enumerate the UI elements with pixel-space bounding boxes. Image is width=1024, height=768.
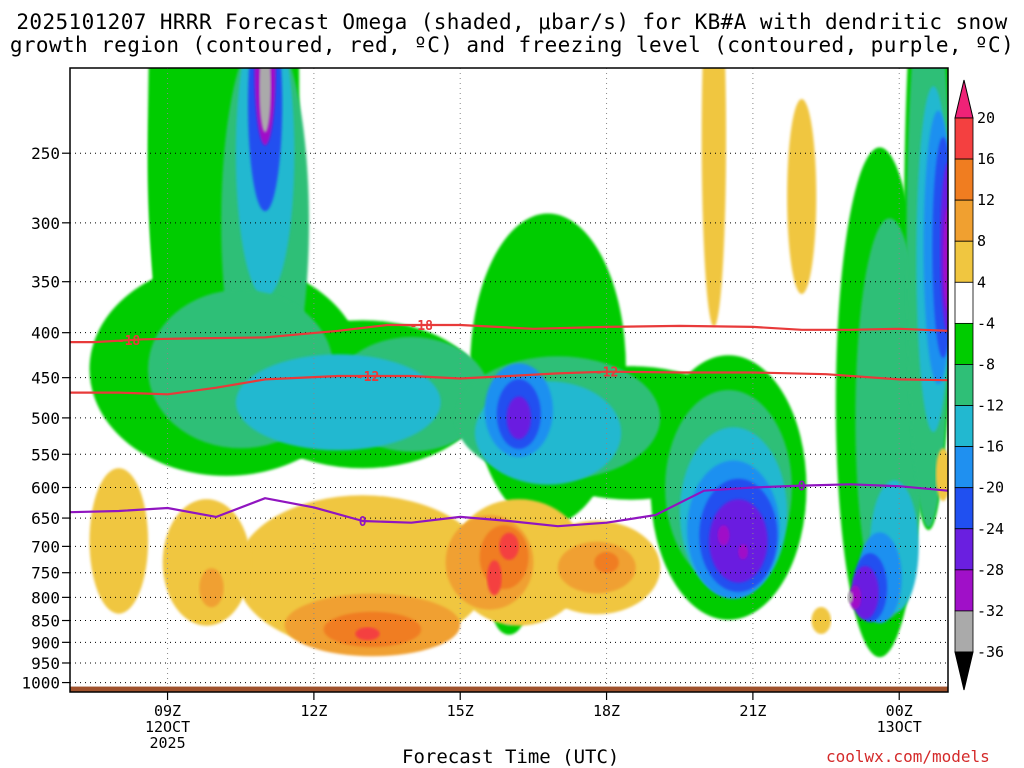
colorbar-label: 8 — [977, 232, 986, 250]
omega-patch — [738, 544, 748, 560]
omega-patch — [506, 396, 531, 440]
omega-patch — [355, 627, 380, 641]
y-tick-label: 1000 — [21, 674, 60, 693]
y-tick-label: 600 — [31, 479, 60, 498]
colorbar-swatch — [954, 405, 974, 448]
contour-label: 0 — [359, 515, 367, 530]
y-tick-label: 700 — [31, 537, 60, 556]
y-tick-label: 800 — [31, 588, 60, 607]
colorbar-label: -28 — [977, 561, 1004, 579]
colorbar-swatch — [954, 281, 974, 324]
y-tick-label: 550 — [31, 445, 60, 464]
x-tick-label: 12OCT — [145, 718, 190, 736]
colorbar-swatch — [954, 117, 974, 160]
x-tick-label: 2025 — [149, 734, 185, 752]
contour--12 — [70, 370, 948, 396]
y-tick-label: 650 — [31, 509, 60, 528]
contour-label: -12 — [595, 366, 618, 381]
colorbar-bottom-triangle — [954, 651, 974, 691]
colorbar-label: -12 — [977, 397, 1004, 415]
colorbar-label: 12 — [977, 191, 995, 209]
site-credit: coolwx.com/models — [826, 747, 990, 766]
omega-patch — [162, 499, 251, 626]
omega-patch — [811, 607, 831, 634]
chart-title-line-1: 2025101207 HRRR Forecast Omega (shaded, … — [16, 10, 1008, 34]
omega-patch — [487, 560, 502, 596]
y-tick-label: 500 — [31, 409, 60, 428]
ground-layer — [70, 686, 948, 692]
omega-patch — [787, 99, 817, 294]
omega-patch — [89, 468, 149, 614]
ground-strip — [70, 686, 948, 692]
pressure-axis: 250 300 350 400 450 500 550 600 650 700 750 800 850 9… — [21, 144, 70, 693]
y-tick-label: 350 — [31, 273, 60, 292]
omega-patch — [717, 525, 730, 546]
y-tick-label: 300 — [31, 214, 60, 233]
y-tick-label: 950 — [31, 654, 60, 673]
x-tick-label: 00Z — [886, 702, 913, 720]
y-tick-label: 450 — [31, 369, 60, 388]
y-tick-label: 400 — [31, 324, 60, 343]
colorbar-label: -4 — [977, 314, 995, 332]
omega-patch — [594, 551, 619, 573]
colorbar-label: -8 — [977, 355, 995, 373]
x-axis-label: Forecast Time (UTC) — [402, 746, 620, 768]
colorbar-swatch — [954, 322, 974, 365]
temperature-contours: -18 -18 -12 -12 0 0 — [70, 319, 948, 530]
contour--18 — [70, 323, 948, 344]
colorbar-label: 20 — [977, 109, 995, 127]
x-tick-label: 21Z — [739, 702, 766, 720]
contour-label: 0 — [798, 480, 806, 495]
x-tick-label: 12Z — [300, 702, 327, 720]
chart-title-line-2: growth region (contoured, red, ºC) and f… — [9, 33, 1015, 57]
colorbar-swatch — [954, 364, 974, 406]
x-tick-label: 15Z — [447, 702, 474, 720]
colorbar-swatch — [954, 528, 974, 571]
colorbar-swatch — [954, 240, 974, 283]
x-tick-label: 18Z — [593, 702, 620, 720]
omega-patch — [259, 68, 271, 133]
colorbar-swatch — [954, 446, 974, 489]
y-tick-label: 250 — [31, 144, 60, 163]
y-tick-label: 850 — [31, 612, 60, 631]
colorbar-label: -16 — [977, 438, 1004, 456]
colorbar-label: -32 — [977, 602, 1004, 620]
colorbar-swatch — [954, 199, 974, 242]
omega-patch — [235, 354, 441, 451]
y-tick-label: 900 — [31, 633, 60, 652]
omega-patch — [943, 206, 948, 312]
contour-label: -18 — [409, 319, 433, 334]
colorbar-swatch — [954, 487, 974, 530]
contour-0 — [70, 483, 948, 528]
colorbar-label: -24 — [977, 520, 1004, 538]
colorbar: 20 16 12 8 4 -4 -8 -12 -16 -20 -24 -28 -32 -36 — [954, 79, 1004, 691]
colorbar-swatch — [954, 158, 974, 201]
colorbar-label: -36 — [977, 643, 1004, 661]
colorbar-top-triangle — [954, 79, 974, 119]
contour-label: -18 — [117, 334, 141, 349]
y-tick-label: 750 — [31, 564, 60, 583]
colorbar-label: -20 — [977, 479, 1004, 497]
colorbar-label: 4 — [977, 273, 986, 291]
omega-patch — [499, 532, 519, 561]
omega-patch — [701, 68, 727, 327]
grid-lines — [70, 68, 948, 692]
plot-frame — [69, 67, 949, 693]
omega-patch — [935, 448, 948, 501]
colorbar-label: 16 — [977, 150, 995, 168]
colorbar-swatch — [954, 610, 974, 653]
x-tick-label: 09Z — [154, 702, 181, 720]
x-tick-label: 13OCT — [877, 718, 922, 736]
omega-patch — [709, 499, 768, 583]
omega-patch — [199, 568, 224, 608]
contour-label: -12 — [356, 370, 379, 385]
colorbar-swatch — [954, 569, 974, 612]
